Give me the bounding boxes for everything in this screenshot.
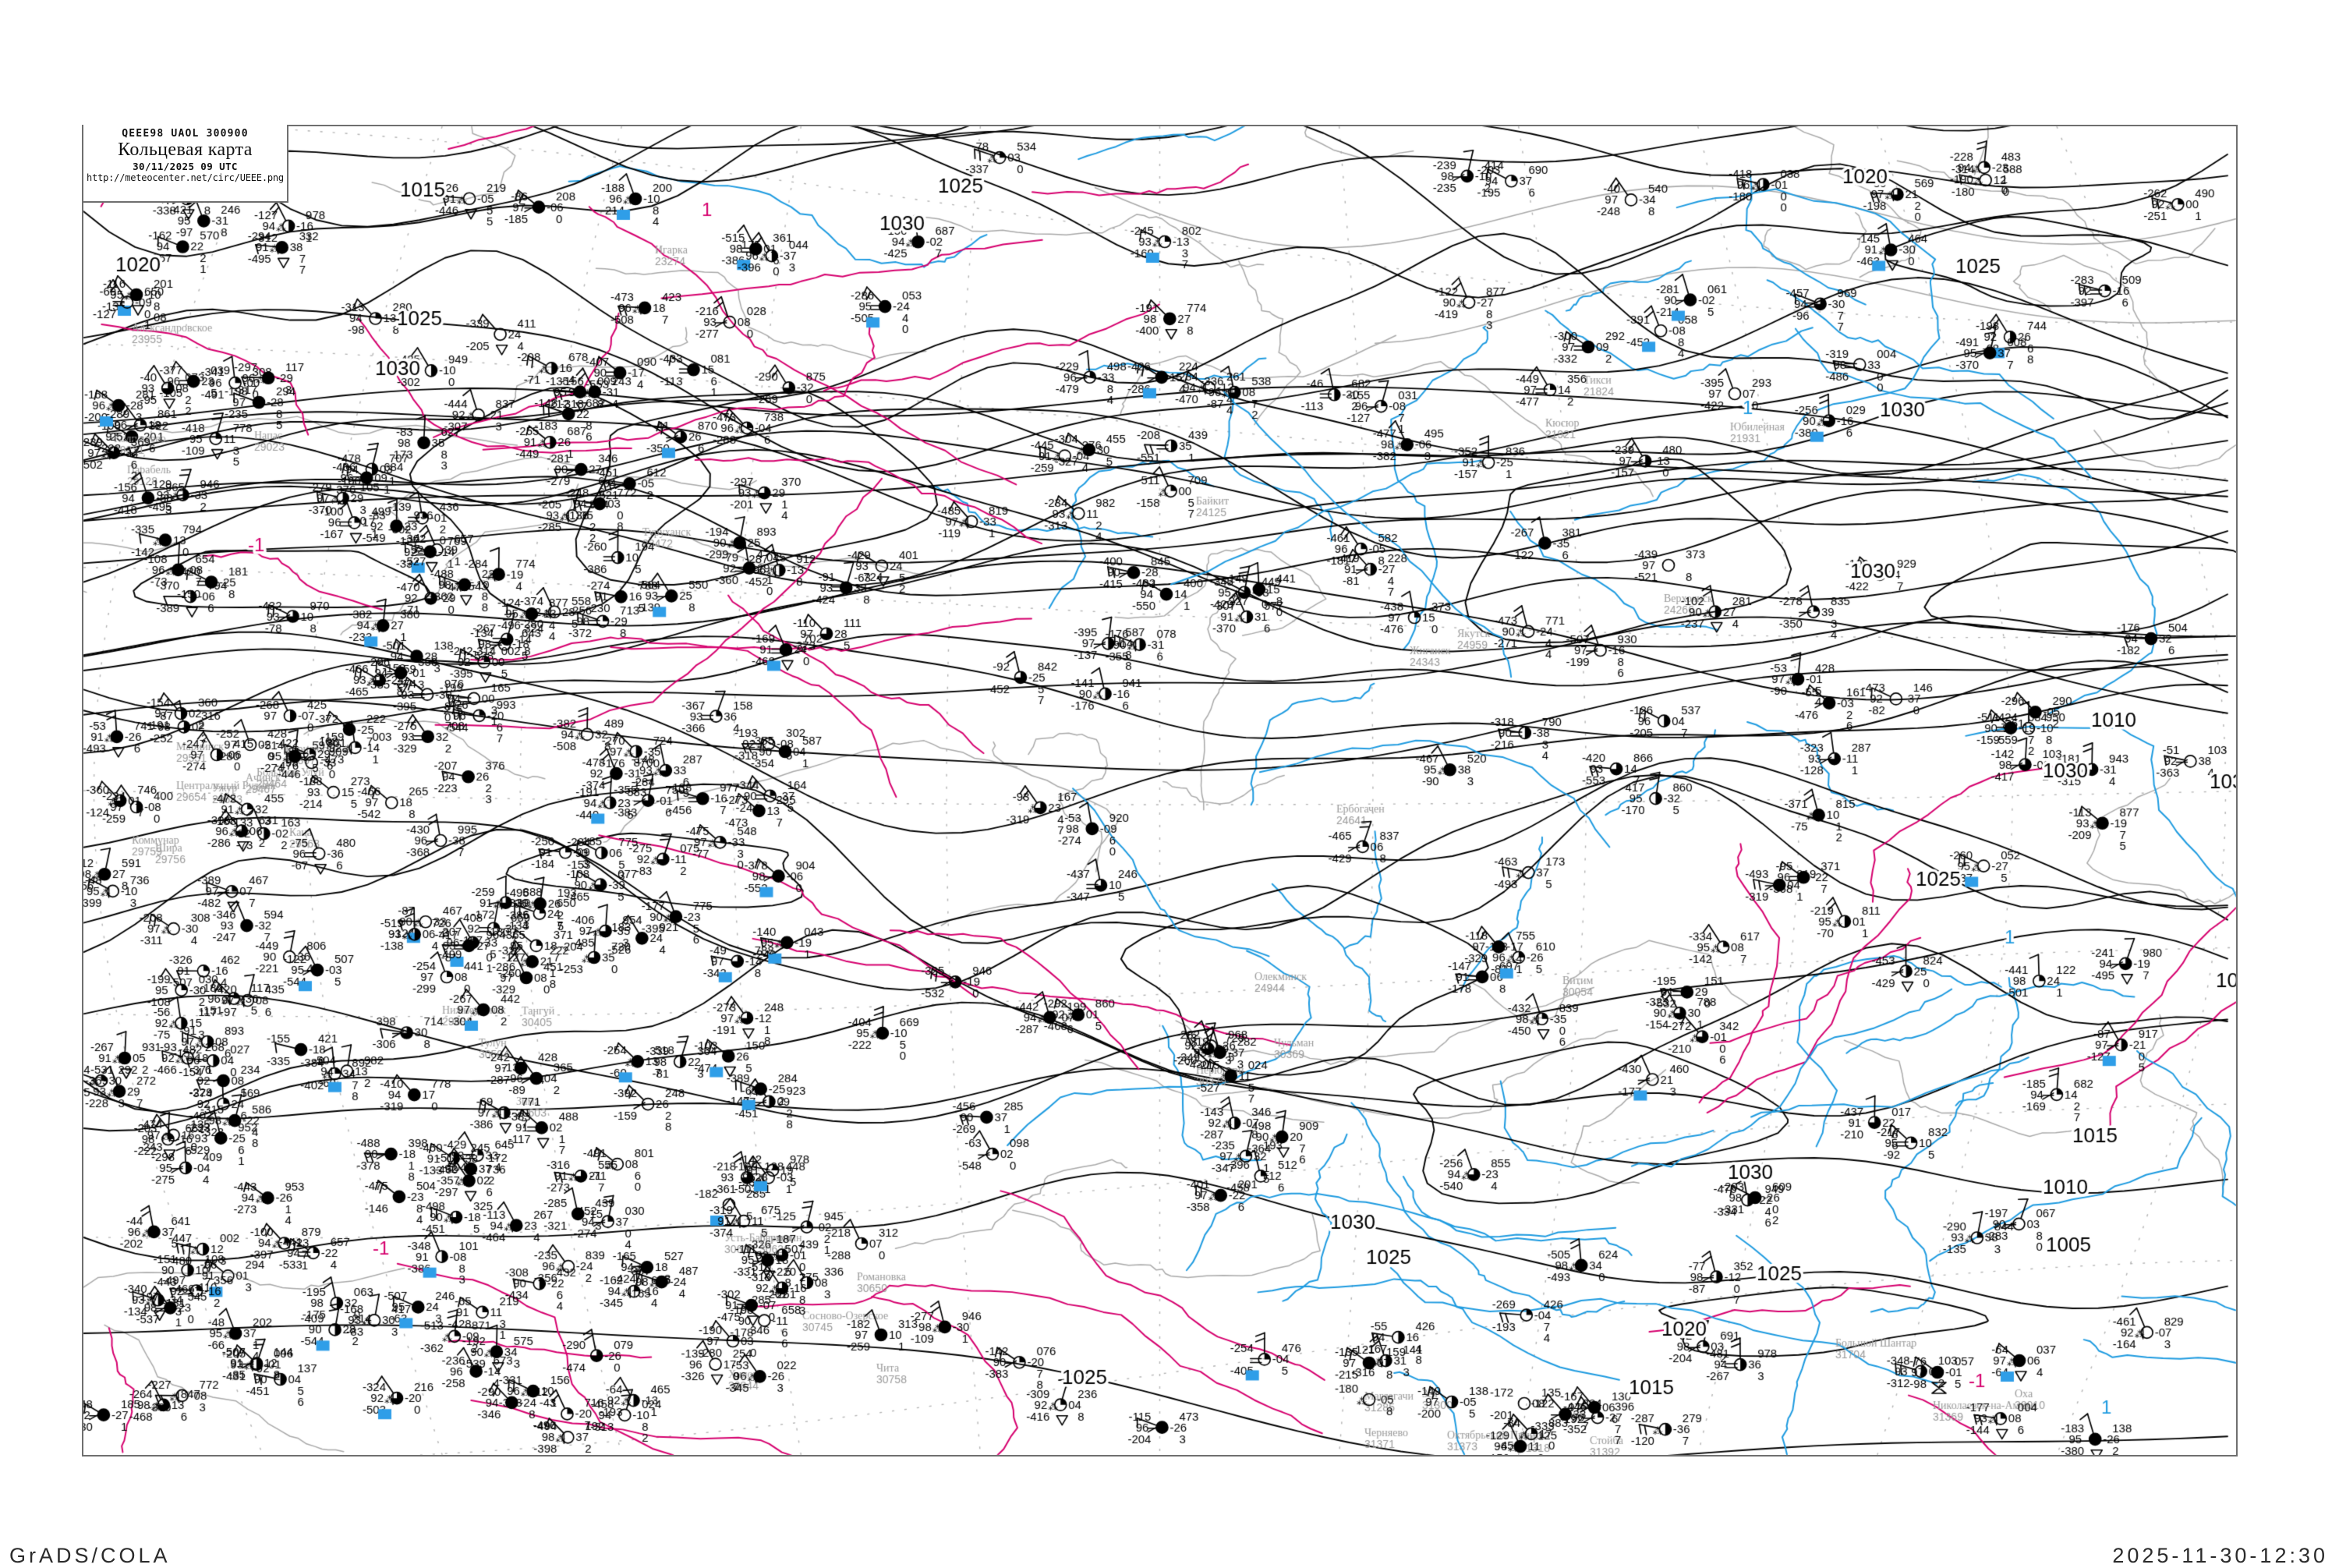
page-title: Кольцевая карта xyxy=(118,140,253,160)
title-source-url: http://meteocenter.net/circ/UEEE.png xyxy=(87,172,284,183)
footer-credit: GrADS/COLA xyxy=(9,1544,171,1567)
title-datetime: 30/11/2025 09 UTC xyxy=(133,161,238,172)
title-header-code: QEEE98 UAOL 300900 xyxy=(122,128,249,140)
footer-timestamp: 2025-11-30-12:30 xyxy=(2112,1544,2328,1567)
title-cartouche: QEEE98 UAOL 300900 Кольцевая карта 30/11… xyxy=(82,125,288,203)
